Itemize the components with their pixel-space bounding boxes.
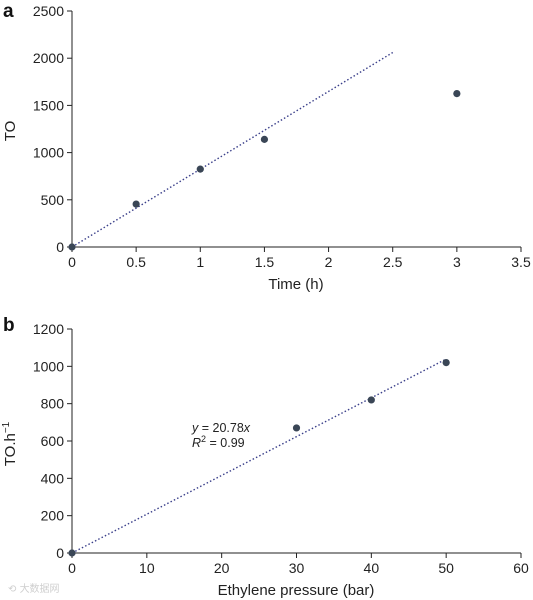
y-tick-label: 800 (41, 396, 65, 412)
panel-b-letter: b (3, 315, 15, 336)
fit-line (71, 51, 394, 248)
data-point (292, 424, 301, 432)
x-tick-label: 0 (68, 254, 76, 270)
panel-a-letter: a (3, 1, 14, 22)
x-tick-label: 40 (364, 560, 380, 576)
eq-y-symbol: y (191, 421, 199, 435)
x-tick-label: 10 (139, 560, 155, 576)
y-tick-label: 0 (56, 545, 64, 561)
panel-b-y-axis-title-sup: −1 (1, 421, 12, 433)
x-tick-label: 20 (214, 560, 230, 576)
y-tick-label: 1200 (33, 321, 64, 337)
panel-b-y-axis-title-main: TO.h (2, 433, 19, 466)
x-tick-label: 60 (513, 560, 529, 576)
y-tick-label: 500 (41, 192, 65, 208)
data-point (260, 135, 269, 143)
x-tick-label: 2.5 (383, 254, 403, 270)
data-point (68, 549, 76, 557)
data-point (442, 359, 450, 367)
x-tick-label: 30 (289, 560, 305, 576)
data-point (68, 243, 76, 251)
y-tick-label: 2000 (33, 50, 64, 66)
x-tick-label: 1.5 (255, 254, 275, 270)
y-tick-label: 400 (41, 470, 65, 486)
y-tick-label: 1500 (33, 97, 64, 113)
x-tick-label: 50 (438, 560, 454, 576)
data-point (132, 200, 140, 208)
r2-sup: 2 (201, 434, 206, 444)
panel-a-x-axis-title: Time (h) (268, 276, 323, 293)
panel-b-y-axis-title: TO.h−1 (1, 421, 19, 466)
data-point (453, 90, 461, 98)
x-tick-label: 3.5 (511, 254, 531, 270)
x-tick-label: 2 (325, 254, 333, 270)
eq-body: = 20.78 (198, 421, 244, 435)
panel-a: a TO Time (h) 0 0.5 1 1.5 2 2.5 3 3.5 0 500 1000 15… (2, 1, 531, 293)
x-tick-label: 0 (68, 560, 76, 576)
r2-symbol: R (192, 436, 201, 450)
panel-b-fit-equation: y = 20.78x (191, 421, 251, 435)
watermark-logo: ⟲ 大数据网 (8, 584, 60, 595)
eq-x-symbol: x (243, 421, 251, 435)
x-tick-label: 0.5 (126, 254, 146, 270)
y-tick-label: 600 (41, 433, 65, 449)
watermark-text: 大数据网 (19, 584, 60, 595)
panel-b: b TO.h−1 Ethylene pressure (bar) y = 20.… (1, 315, 529, 599)
data-point (196, 165, 204, 173)
r2-body: = 0.99 (206, 436, 245, 450)
y-tick-label: 2500 (33, 3, 64, 19)
y-tick-label: 1000 (33, 145, 64, 161)
y-tick-label: 1000 (33, 358, 64, 374)
panel-a-y-axis-title: TO (2, 121, 19, 142)
panel-b-r-squared: R2 = 0.99 (192, 434, 245, 450)
y-tick-label: 200 (41, 508, 65, 524)
x-tick-label: 1 (196, 254, 204, 270)
x-tick-label: 3 (453, 254, 461, 270)
fit-line (71, 358, 447, 554)
panel-b-x-axis-title: Ethylene pressure (bar) (218, 582, 375, 599)
data-point (367, 396, 375, 404)
y-tick-label: 0 (56, 239, 64, 255)
